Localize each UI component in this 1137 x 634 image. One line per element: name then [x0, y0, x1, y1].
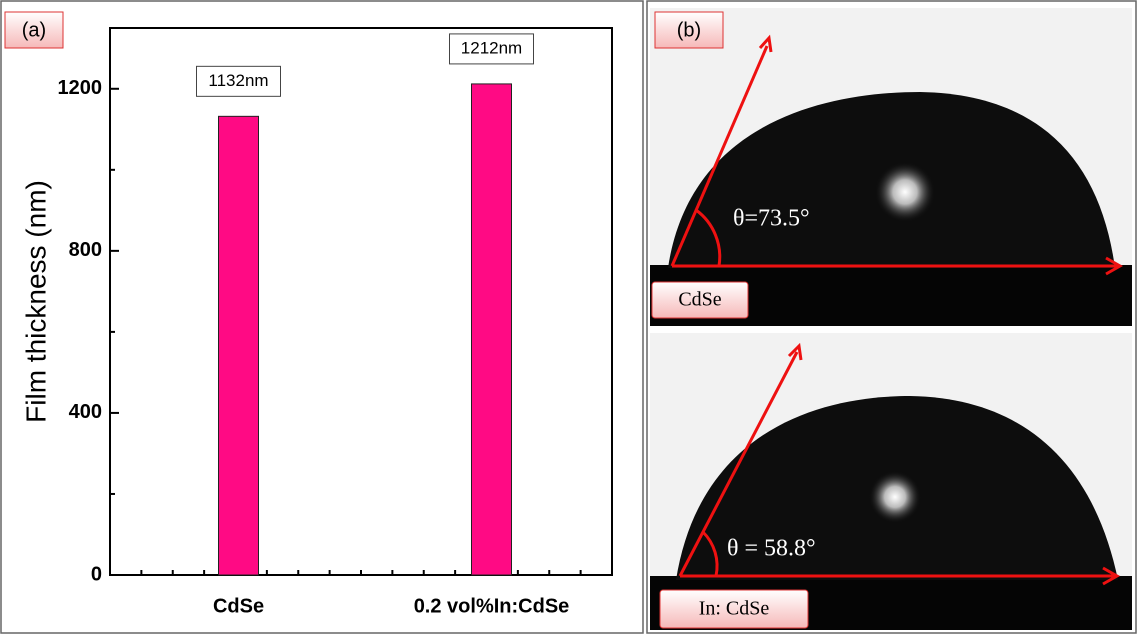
- sample-label: In: CdSe: [699, 598, 770, 620]
- x-tick-label: CdSe: [213, 595, 264, 617]
- angle-label: θ=73.5°: [733, 206, 810, 232]
- value-label: 1212nm: [461, 38, 522, 57]
- y-tick-label: 0: [91, 563, 102, 585]
- x-tick-label: 0.2 vol%In:CdSe: [414, 595, 570, 617]
- sample-label: CdSe: [678, 289, 721, 311]
- angle-label: θ = 58.8°: [727, 536, 816, 562]
- bar: [472, 84, 512, 575]
- y-tick-label: 800: [69, 239, 102, 261]
- droplet-photo: θ=73.5° CdSe: [650, 8, 1132, 326]
- reflection: [875, 162, 935, 222]
- droplet-photo: θ = 58.8° In: CdSe: [650, 333, 1132, 630]
- y-axis-label: Film thickness (nm): [20, 180, 51, 423]
- y-tick-label: 1200: [58, 77, 103, 99]
- panel-label: (b): [677, 19, 701, 41]
- reflection: [869, 471, 921, 523]
- value-label: 1132nm: [208, 71, 268, 90]
- y-tick-label: 400: [69, 401, 102, 423]
- panel-label: (a): [22, 19, 46, 41]
- bar: [219, 116, 259, 575]
- figure: 0 400 800 1200 Film thickness (nm) CdSe 1132nm…: [0, 0, 1137, 634]
